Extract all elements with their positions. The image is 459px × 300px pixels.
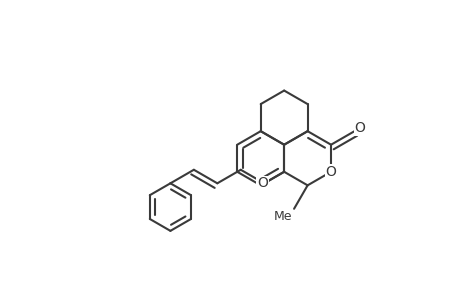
Text: Me: Me bbox=[273, 210, 292, 224]
Text: O: O bbox=[325, 165, 336, 179]
Text: O: O bbox=[257, 176, 268, 190]
Text: O: O bbox=[353, 121, 364, 135]
